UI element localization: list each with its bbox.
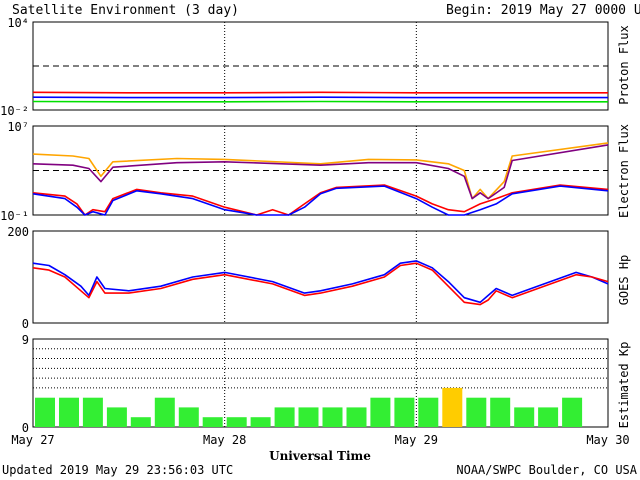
kp-bar	[538, 407, 559, 427]
goes-hp-red-series	[32, 262, 609, 306]
electron-flux-frame	[32, 125, 609, 216]
kp-bar	[226, 417, 247, 427]
proton-flux-y-tick-label: 10⁴	[7, 16, 29, 30]
kp-bar	[106, 407, 127, 427]
electron-flux-orange-series	[32, 142, 609, 200]
goes-hp-panel: 0 200 GOES Hp	[7, 225, 631, 331]
kp-bar	[514, 407, 535, 427]
electron-flux-red-series	[32, 184, 609, 216]
updated-time: Updated 2019 May 29 23:56:03 UTC	[2, 463, 233, 477]
credit: NOAA/SWPC Boulder, CO USA	[456, 463, 637, 477]
goes-hp-blue-series	[32, 260, 609, 304]
x-tick-label: May 28	[203, 433, 246, 447]
electron-flux-blue-series	[32, 185, 609, 216]
x-tick-label: May 29	[395, 433, 438, 447]
kp-bar	[562, 397, 583, 427]
kp-bar	[370, 397, 391, 427]
estimated-kp-frame	[32, 338, 609, 428]
kp-bar	[418, 397, 439, 427]
kp-bar	[82, 397, 103, 427]
proton-flux-y-axis-label: Proton Flux	[617, 25, 631, 104]
begin-time: Begin: 2019 May 27 0000 UTC	[446, 3, 640, 18]
estimated-kp-y-tick-label: 0	[22, 421, 29, 435]
kp-bar	[466, 397, 487, 427]
kp-bar	[154, 397, 175, 427]
kp-bar	[250, 417, 271, 427]
electron-flux-y-tick-label: 10⁻¹	[0, 209, 29, 223]
x-axis-label: Universal Time	[269, 449, 371, 463]
kp-bar	[35, 397, 55, 427]
kp-bar	[442, 387, 463, 427]
x-axis-ticks: May 27 May 28 May 29 May 30	[11, 433, 629, 447]
estimated-kp-y-tick-label: 9	[22, 333, 29, 347]
kp-bar	[274, 407, 295, 427]
electron-flux-panel: 10⁻¹ 10⁷ Electron Flux	[0, 120, 631, 223]
electron-flux-y-axis-label: Electron Flux	[617, 124, 631, 218]
goes-hp-y-tick-label: 0	[22, 317, 29, 331]
electron-flux-y-tick-label: 10⁷	[7, 120, 29, 134]
kp-bar	[298, 407, 319, 427]
goes-hp-y-tick-label: 200	[7, 225, 29, 239]
goes-hp-frame	[32, 230, 609, 324]
proton-flux-panel: 10⁻² 10⁴ Proton Flux	[0, 16, 631, 118]
kp-bar	[59, 397, 79, 427]
kp-bar	[178, 407, 199, 427]
x-tick-label: May 27	[11, 433, 54, 447]
chart-title: Satellite Environment (3 day)	[12, 3, 239, 18]
estimated-kp-y-axis-label: Estimated Kp	[617, 342, 631, 429]
proton-flux-y-tick-label: 10⁻²	[0, 104, 29, 118]
kp-bar	[394, 397, 415, 427]
kp-bar	[346, 407, 367, 427]
x-tick-label: May 30	[586, 433, 629, 447]
kp-bar	[490, 397, 511, 427]
estimated-kp-panel: 0 9 Estimated Kp	[22, 333, 631, 435]
proton-flux-red-series	[32, 91, 608, 94]
kp-bar	[322, 407, 343, 427]
kp-bar	[130, 417, 151, 427]
kp-bar	[202, 417, 223, 427]
electron-flux-purple-series	[32, 144, 609, 200]
goes-hp-y-axis-label: GOES Hp	[617, 255, 631, 306]
